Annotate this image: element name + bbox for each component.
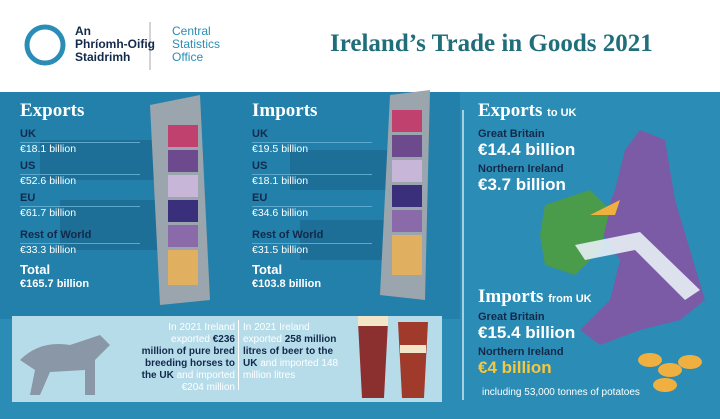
item-label: Great Britain [478,128,545,140]
item-label: Northern Ireland [478,346,564,358]
text-bold: €236 million of pure bred breeding horse… [141,334,235,381]
row-rule [20,142,140,143]
heading: Imports [478,286,544,307]
section-heading: Exports [20,100,85,121]
org-english: Central Statistics Office [172,25,220,64]
heading-suffix: to UK [547,107,577,119]
item-label: Northern Ireland [478,163,564,175]
text: and imported 148 million litres [243,358,339,381]
heading: Exports [478,100,543,121]
item-label: Great Britain [478,311,545,323]
row-label: Rest of World [20,229,92,241]
beer-fact: In 2021 Ireland exported 258 million lit… [243,322,348,382]
total-value: €103.8 billion [252,278,322,290]
org-irish: An Phríomh-Oifig Staidrimh [75,25,155,64]
row-value: €18.1 billion [20,143,77,155]
row-rule [252,206,372,207]
org-line: Staidrimh [75,50,131,64]
heading-suffix: from UK [548,293,592,305]
divider [238,320,239,390]
text: and imported €204 million [173,370,235,393]
item-value: €15.4 billion [478,323,576,342]
row-value: €33.3 billion [20,244,77,256]
org-line: Office [172,50,204,64]
row-value: €18.1 billion [252,175,309,187]
org-line: Phríomh-Oifig [75,37,155,51]
row-label: EU [252,192,268,204]
org-line: An [75,24,91,38]
row-value: €19.5 billion [252,143,309,155]
item-value: €4 billion [478,358,552,377]
row-rule [252,174,372,175]
section-heading: Imports [252,100,318,121]
row-label: UK [20,128,36,140]
row-label: UK [252,128,268,140]
title: Ireland’s Trade in Goods 2021 [330,30,653,57]
note: including 53,000 tonnes of potatoes [482,387,640,398]
row-rule [20,206,140,207]
org-line: Statistics [172,37,221,51]
total-label: Total [20,262,51,277]
uk-imports-heading: Imports from UK [478,286,592,308]
row-value: €31.5 billion [252,244,309,256]
row-rule [20,174,140,175]
text: In 2021 Ireland exported [243,322,310,345]
text: In 2021 Ireland exported [168,322,235,345]
org-line: Central [172,24,211,38]
row-value: €52.6 billion [20,175,77,187]
row-rule [252,243,372,244]
item-value: €14.4 billion [478,140,576,159]
item-value: €3.7 billion [478,175,566,194]
row-value: €61.7 billion [20,207,77,219]
total-value: €165.7 billion [20,278,90,290]
uk-imports-items: Great Britain €15.4 billion Northern Ire… [478,311,575,378]
horses-fact: In 2021 Ireland exported €236 million of… [140,322,235,394]
row-label: US [20,160,36,172]
row-value: €34.6 billion [252,207,309,219]
text-bold: 258 million litres of beer to the UK [243,334,337,369]
row-label: EU [20,192,36,204]
uk-exports-heading: Exports to UK [478,100,576,122]
uk-exports-items: Great Britain €14.4 billion Northern Ire… [478,128,575,195]
row-label: US [252,160,268,172]
row-rule [20,243,140,244]
row-rule [252,142,372,143]
total-label: Total [252,262,283,277]
row-label: Rest of World [252,229,324,241]
